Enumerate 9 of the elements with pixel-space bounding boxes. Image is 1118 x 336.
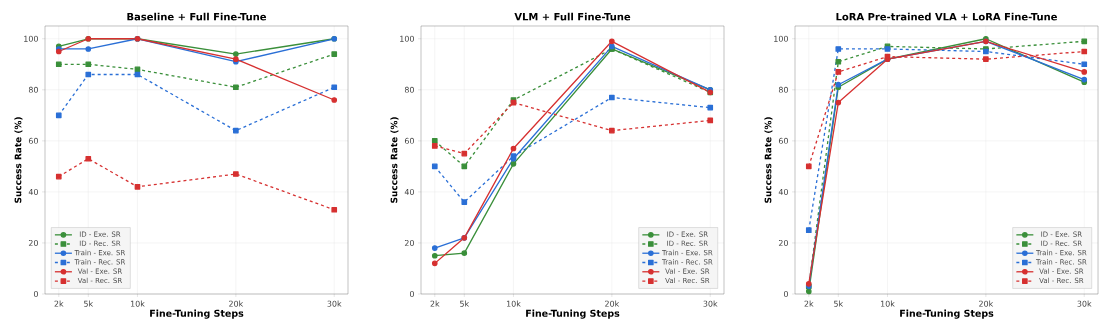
y-axis-title: Success Rate (%) [14, 117, 23, 203]
y-axis-title: Success Rate (%) [764, 117, 773, 203]
y-axis-title: Success Rate (%) [390, 117, 399, 203]
chart-title: Baseline + Full Fine-Tune [127, 12, 267, 21]
x-axis-title: Fine-Tuning Steps [526, 309, 620, 319]
chart-title: LoRA Pre-trained VLA + LoRA Fine-Tune [836, 12, 1057, 21]
x-axis-title: Fine-Tuning Steps [150, 309, 244, 319]
chart-title: VLM + Full Fine-Tune [514, 12, 631, 21]
x-axis-title: Fine-Tuning Steps [900, 309, 994, 319]
